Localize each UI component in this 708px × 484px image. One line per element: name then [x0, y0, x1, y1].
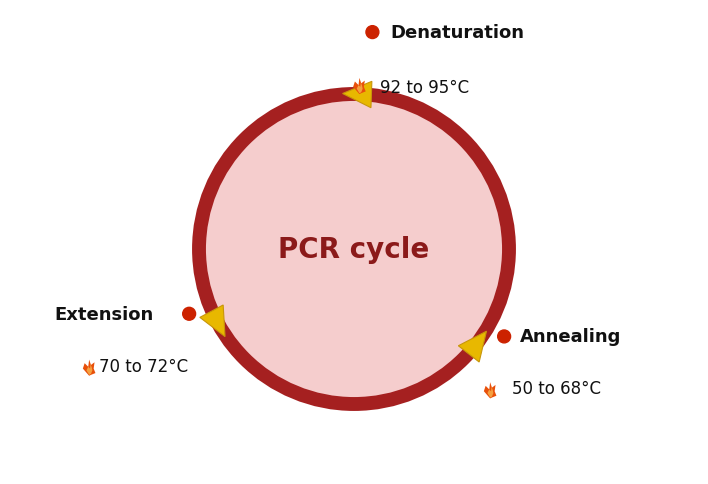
Text: PCR cycle: PCR cycle — [278, 236, 430, 263]
Text: Denaturation: Denaturation — [390, 24, 525, 42]
Text: 50 to 68°C: 50 to 68°C — [512, 379, 601, 398]
Polygon shape — [83, 360, 96, 376]
Polygon shape — [200, 305, 225, 337]
Polygon shape — [343, 82, 372, 108]
Text: 92 to 95°C: 92 to 95°C — [380, 79, 469, 97]
Text: 70 to 72°C: 70 to 72°C — [99, 357, 188, 375]
Polygon shape — [458, 332, 486, 362]
Polygon shape — [484, 382, 496, 399]
Text: Annealing: Annealing — [520, 328, 622, 346]
Polygon shape — [357, 83, 362, 94]
Circle shape — [366, 27, 379, 40]
Circle shape — [498, 330, 510, 343]
Text: Extension: Extension — [54, 305, 154, 323]
Polygon shape — [487, 387, 493, 398]
Circle shape — [183, 308, 195, 320]
Circle shape — [199, 95, 509, 404]
Polygon shape — [353, 79, 366, 95]
Polygon shape — [86, 364, 92, 375]
